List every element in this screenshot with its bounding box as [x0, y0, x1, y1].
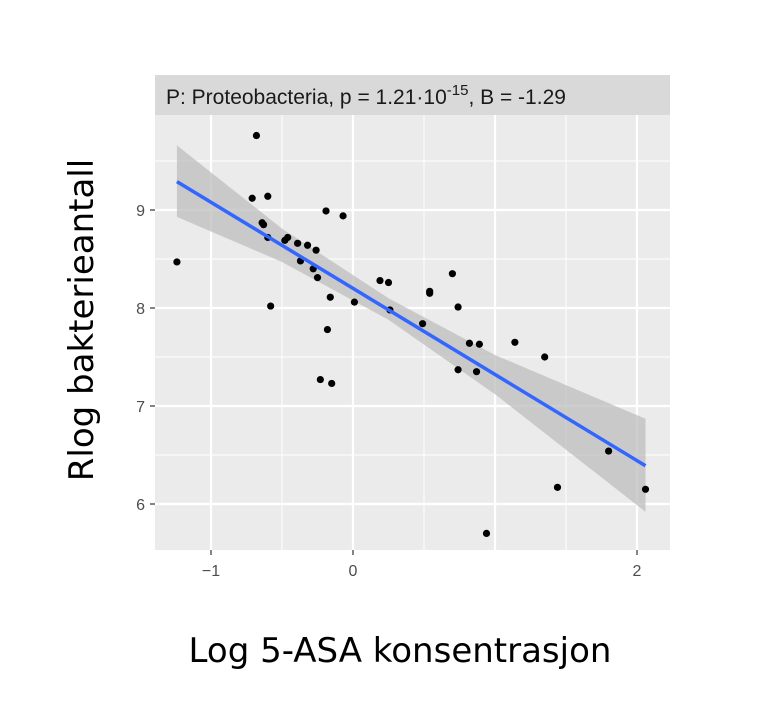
data-point	[454, 366, 462, 374]
y-tick-label: 6	[136, 497, 145, 514]
x-tick-label: 2	[633, 563, 642, 580]
data-point	[284, 233, 292, 242]
data-point	[454, 303, 462, 311]
data-point	[465, 339, 474, 347]
y-tick-label: 9	[136, 203, 145, 220]
y-tick-label: 7	[136, 399, 145, 416]
data-point	[448, 270, 456, 278]
data-point	[264, 192, 272, 200]
confidence-band-area	[176, 145, 646, 512]
data-point	[511, 338, 519, 346]
x-tick-label: −1	[202, 563, 220, 580]
data-point	[248, 194, 256, 202]
axis-ticks: −1 0 2 6 7 8 9	[136, 203, 641, 580]
data-point	[641, 485, 650, 493]
data-point	[605, 447, 613, 455]
data-point	[472, 368, 481, 376]
data-point	[376, 276, 384, 285]
data-point	[553, 483, 562, 491]
data-point	[313, 274, 322, 282]
data-point	[294, 239, 302, 247]
data-point	[173, 258, 181, 266]
y-axis-title: Rlog bakterieantall	[62, 159, 102, 481]
data-point	[350, 298, 359, 306]
data-point	[418, 320, 427, 328]
data-point	[384, 278, 393, 287]
regression-line-path	[176, 180, 647, 468]
confidence-band	[176, 145, 646, 512]
data-point	[303, 241, 312, 249]
regression-line	[176, 180, 647, 468]
x-tick-label: 0	[349, 563, 358, 580]
facet-strip	[155, 75, 670, 115]
data-point	[267, 302, 275, 310]
data-point	[323, 325, 332, 334]
data-point	[426, 289, 434, 297]
data-point	[328, 379, 336, 388]
data-point	[482, 529, 491, 538]
facet-strip-label: P: Proteobacteria, p = 1.21·10-15, B = -…	[166, 82, 566, 109]
data-point	[316, 375, 324, 384]
y-tick-label: 8	[136, 301, 145, 318]
data-point	[259, 221, 268, 229]
data-points	[173, 131, 650, 538]
data-point	[322, 207, 330, 215]
data-point	[541, 353, 549, 361]
data-point	[475, 340, 483, 348]
x-axis-title: Log 5-ASA konsentrasjon	[189, 631, 612, 671]
data-point	[339, 212, 347, 220]
data-point	[312, 246, 320, 254]
data-point	[252, 131, 261, 140]
gridlines	[139, 115, 670, 554]
data-point	[326, 293, 334, 301]
